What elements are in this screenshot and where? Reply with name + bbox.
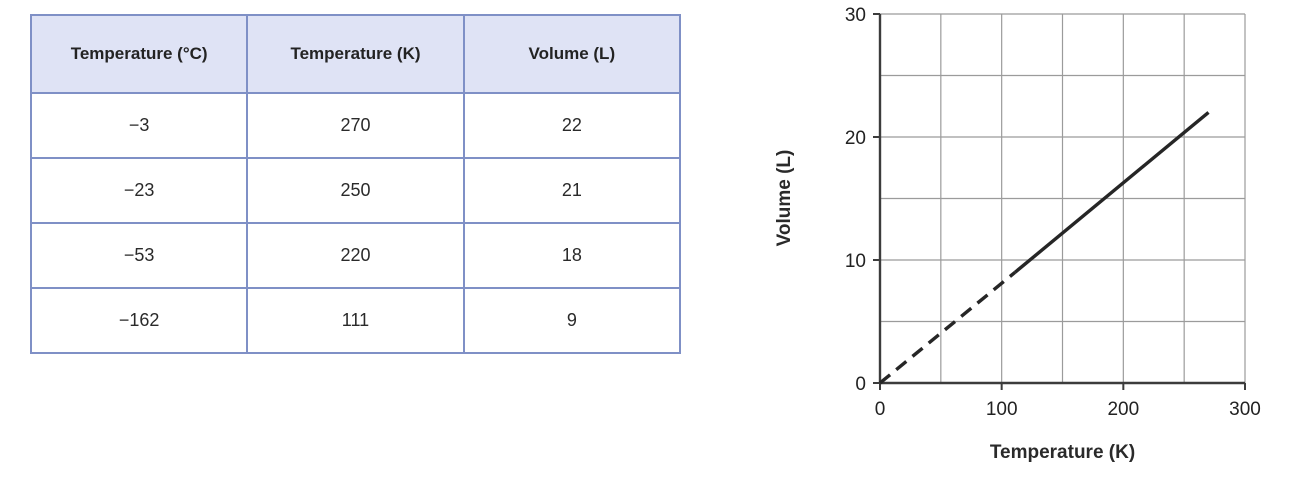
x-tick-label: 100 (986, 399, 1018, 420)
x-tick-label: 300 (1229, 399, 1261, 420)
table-cell: 250 (246, 157, 465, 224)
y-axis-title: Volume (L) (774, 149, 795, 247)
table-row: −23 250 21 (29, 157, 682, 224)
data-table-body: −3 270 22 −23 250 21 −53 220 18 −162 111 9 (29, 92, 682, 354)
y-tick-label: 20 (845, 128, 866, 149)
table-cell: 270 (246, 92, 465, 159)
x-axis-title: Temperature (K) (989, 442, 1136, 463)
table-cell: −3 (29, 92, 249, 159)
table-row: −3 270 22 (29, 92, 682, 159)
chart-panel: 0 10 20 30 0 100 200 300 Volume (L) Temperature… (760, 0, 1300, 482)
table-cell: 111 (246, 287, 465, 354)
temperature-volume-table-wrap: Temperature (°C) Temperature (K) Volume (L… (29, 14, 682, 354)
y-tick-label: 0 (855, 374, 866, 395)
table-header-cell: Temperature (K) (246, 14, 465, 94)
table-cell: 18 (462, 222, 682, 289)
table-cell: 9 (462, 287, 682, 354)
table-cell: −53 (29, 222, 249, 289)
table-header-cell: Temperature (°C) (29, 14, 249, 94)
x-tick-label: 200 (1107, 399, 1139, 420)
table-header-row: Temperature (°C) Temperature (K) Volume (L… (29, 14, 682, 94)
y-tick-label: 10 (845, 251, 866, 272)
table-cell: 22 (462, 92, 682, 159)
table-cell: 220 (246, 222, 465, 289)
x-tick-label: 0 (875, 399, 886, 420)
series-line-extrapolation (878, 270, 1017, 385)
y-tick-label: 30 (845, 5, 866, 26)
table-head: Temperature (°C) Temperature (K) Volume (L… (29, 14, 682, 94)
table-row: −53 220 18 (29, 222, 682, 289)
table-cell: 21 (462, 157, 682, 224)
temperature-volume-table: Temperature (°C) Temperature (K) Volume (L… (29, 14, 682, 354)
table-cell: −162 (29, 287, 249, 354)
table-row: −162 111 9 (29, 287, 682, 354)
table-header-cell: Volume (L) (462, 14, 682, 94)
table-cell: −23 (29, 157, 249, 224)
series-line-measured (1013, 111, 1210, 274)
